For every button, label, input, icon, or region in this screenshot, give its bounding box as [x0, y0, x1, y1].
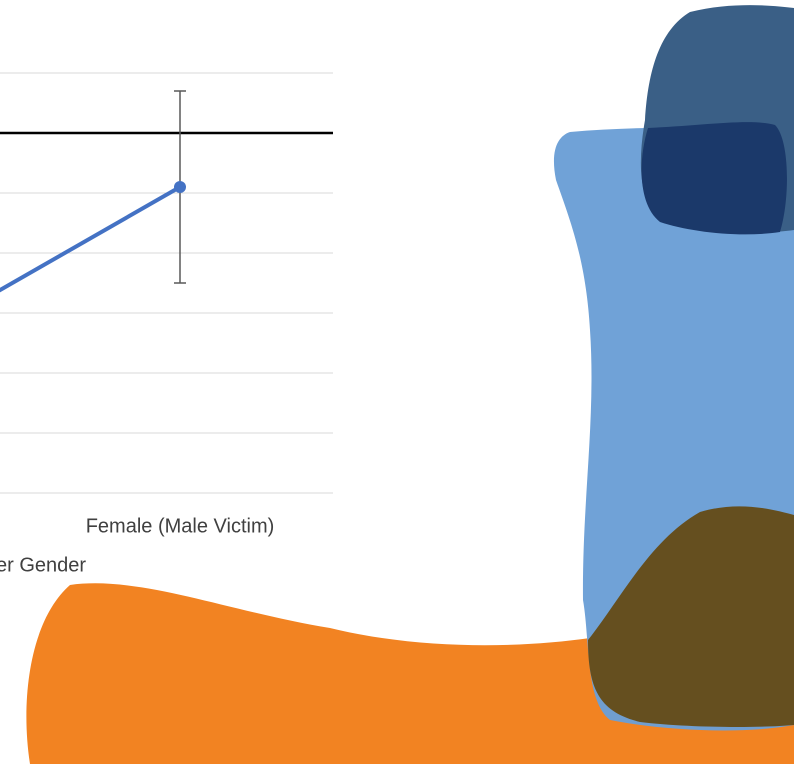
x-axis-label: er Gender [0, 554, 86, 576]
plot-area [0, 73, 333, 493]
navy-overlap [642, 122, 787, 234]
series-line [0, 187, 180, 376]
x-tick-label: Female (Male Victim) [86, 515, 275, 537]
chart: er Gender Female (Male Victim) [0, 0, 794, 764]
page: {"chart_data": {"type": "line", "x_label… [0, 0, 794, 764]
decorations [26, 5, 794, 764]
data-point [174, 181, 186, 193]
